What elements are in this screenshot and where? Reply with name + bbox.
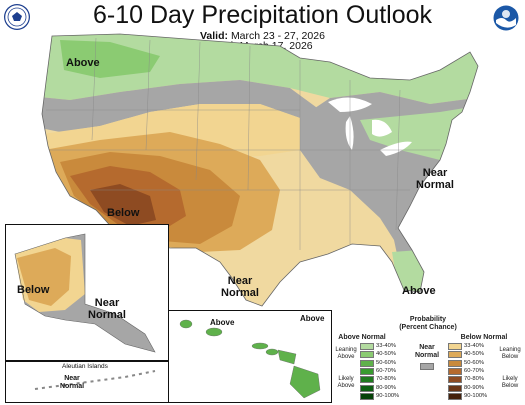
legend-leaning-below: Leaning Below <box>498 347 522 361</box>
legend-below-range: 90-100% <box>464 392 488 399</box>
legend-likely-below-line1: Likely <box>502 376 518 382</box>
legend-likely-below: Likely Below <box>498 376 522 390</box>
legend-likely-above: Likely Above <box>335 376 357 390</box>
near-normal-band-n <box>42 80 320 132</box>
legend-leaning-above: Leaning Above <box>335 347 357 361</box>
legend-above-range: 70-80% <box>376 376 396 383</box>
legend-near-swatch <box>420 363 434 370</box>
label-alaska-near-line1: Near <box>94 297 120 309</box>
label-alaska-below: Below <box>17 284 50 296</box>
label-alaska-near-line2: Normal <box>88 309 126 321</box>
valid-label: Valid: <box>200 30 229 42</box>
noaa-logo-icon <box>493 5 519 31</box>
legend-below-swatch <box>448 392 462 400</box>
state-borders <box>46 37 440 250</box>
legend-above-swatch <box>360 351 374 359</box>
legend-below-range: 70-80% <box>464 376 484 383</box>
legend-likely-below-line2: Below <box>501 383 519 389</box>
legend-near-line1: Near <box>419 344 435 351</box>
alaska-inset <box>5 224 169 361</box>
label-near-normal-south: Near Normal <box>216 275 264 299</box>
legend-above-range: 33-40% <box>376 343 396 349</box>
label-aleutian-near-line1: Near <box>64 375 80 382</box>
label-alaska-near-normal: Near Normal <box>84 297 130 321</box>
label-aleutian-near-line2: Normal <box>59 383 85 390</box>
legend-below-swatch <box>448 376 462 384</box>
aleutian-title: Aleutian Islands <box>62 363 108 370</box>
label-near-normal-northeast: Near Normal <box>410 167 460 191</box>
label-hawaii-above-east: Above <box>300 314 325 323</box>
legend-likely-above-line1: Likely <box>338 376 354 382</box>
label-below-southwest: Below <box>107 207 140 219</box>
legend-below-range: 50-60% <box>464 359 484 366</box>
legend-leaning-below-line2: Below <box>501 354 519 360</box>
label-near-normal-northeast-line2: Normal <box>416 179 454 191</box>
legend-above-range: 90-100% <box>376 392 400 399</box>
legend-below-range: 80-90% <box>464 384 484 391</box>
label-above-northwest: Above <box>66 57 100 69</box>
legend-leaning-above-line1: Leaning <box>335 347 357 353</box>
legend-likely-above-line2: Above <box>337 383 355 389</box>
label-near-normal-northeast-line1: Near <box>422 167 448 179</box>
legend-near-line2: Normal <box>414 352 440 359</box>
legend-near-header: Near Normal <box>412 344 442 360</box>
lake-michigan <box>345 116 354 150</box>
legend-above-range: 40-50% <box>376 351 396 358</box>
legend-above-header: Above Normal <box>338 334 386 341</box>
legend-above-swatch <box>360 392 374 400</box>
legend-below-header: Below Normal <box>460 334 508 341</box>
legend-below-swatch <box>448 384 462 392</box>
legend-above-swatch <box>360 384 374 392</box>
legend-below-range: 33-40% <box>464 343 484 349</box>
valid-date: Valid: March 23 - 27, 2026 <box>200 30 325 42</box>
hawaii-inset <box>168 310 332 403</box>
legend: Probability (Percent Chance) Above Norma… <box>332 316 524 403</box>
below-70-sw <box>90 184 156 226</box>
legend-below-range: 60-70% <box>464 367 484 374</box>
legend-above-swatch <box>360 367 374 375</box>
label-above-florida: Above <box>402 285 436 297</box>
legend-above-swatch <box>360 343 374 350</box>
legend-below-swatch <box>448 367 462 375</box>
legend-below-swatch <box>448 343 462 350</box>
label-near-normal-south-line1: Near <box>227 275 253 287</box>
legend-above-range: 60-70% <box>376 367 396 374</box>
lake-huron <box>372 119 392 137</box>
label-near-normal-south-line2: Normal <box>221 287 259 299</box>
legend-below-swatch <box>448 351 462 359</box>
valid-value: March 23 - 27, 2026 <box>230 30 325 42</box>
legend-above-swatch <box>360 376 374 384</box>
legend-below-range: 40-50% <box>464 351 484 358</box>
label-aleutian-near-normal: Near Normal <box>57 375 87 391</box>
legend-above-range: 50-60% <box>376 359 396 366</box>
label-hawaii-above-west: Above <box>210 318 235 327</box>
legend-below-swatch <box>448 359 462 367</box>
page-title: 6-10 Day Precipitation Outlook <box>92 1 433 29</box>
legend-title-line2: (Percent Chance) <box>399 324 457 331</box>
legend-title-line1: Probability <box>409 316 447 323</box>
legend-above-range: 80-90% <box>376 384 396 391</box>
usda-seal-icon <box>4 4 30 30</box>
lake-erie <box>380 141 412 156</box>
legend-leaning-above-line2: Above <box>337 354 355 360</box>
legend-title: Probability (Percent Chance) <box>390 316 466 332</box>
above-40-nw <box>60 40 160 78</box>
legend-leaning-below-line1: Leaning <box>499 347 521 353</box>
legend-above-swatch <box>360 359 374 367</box>
